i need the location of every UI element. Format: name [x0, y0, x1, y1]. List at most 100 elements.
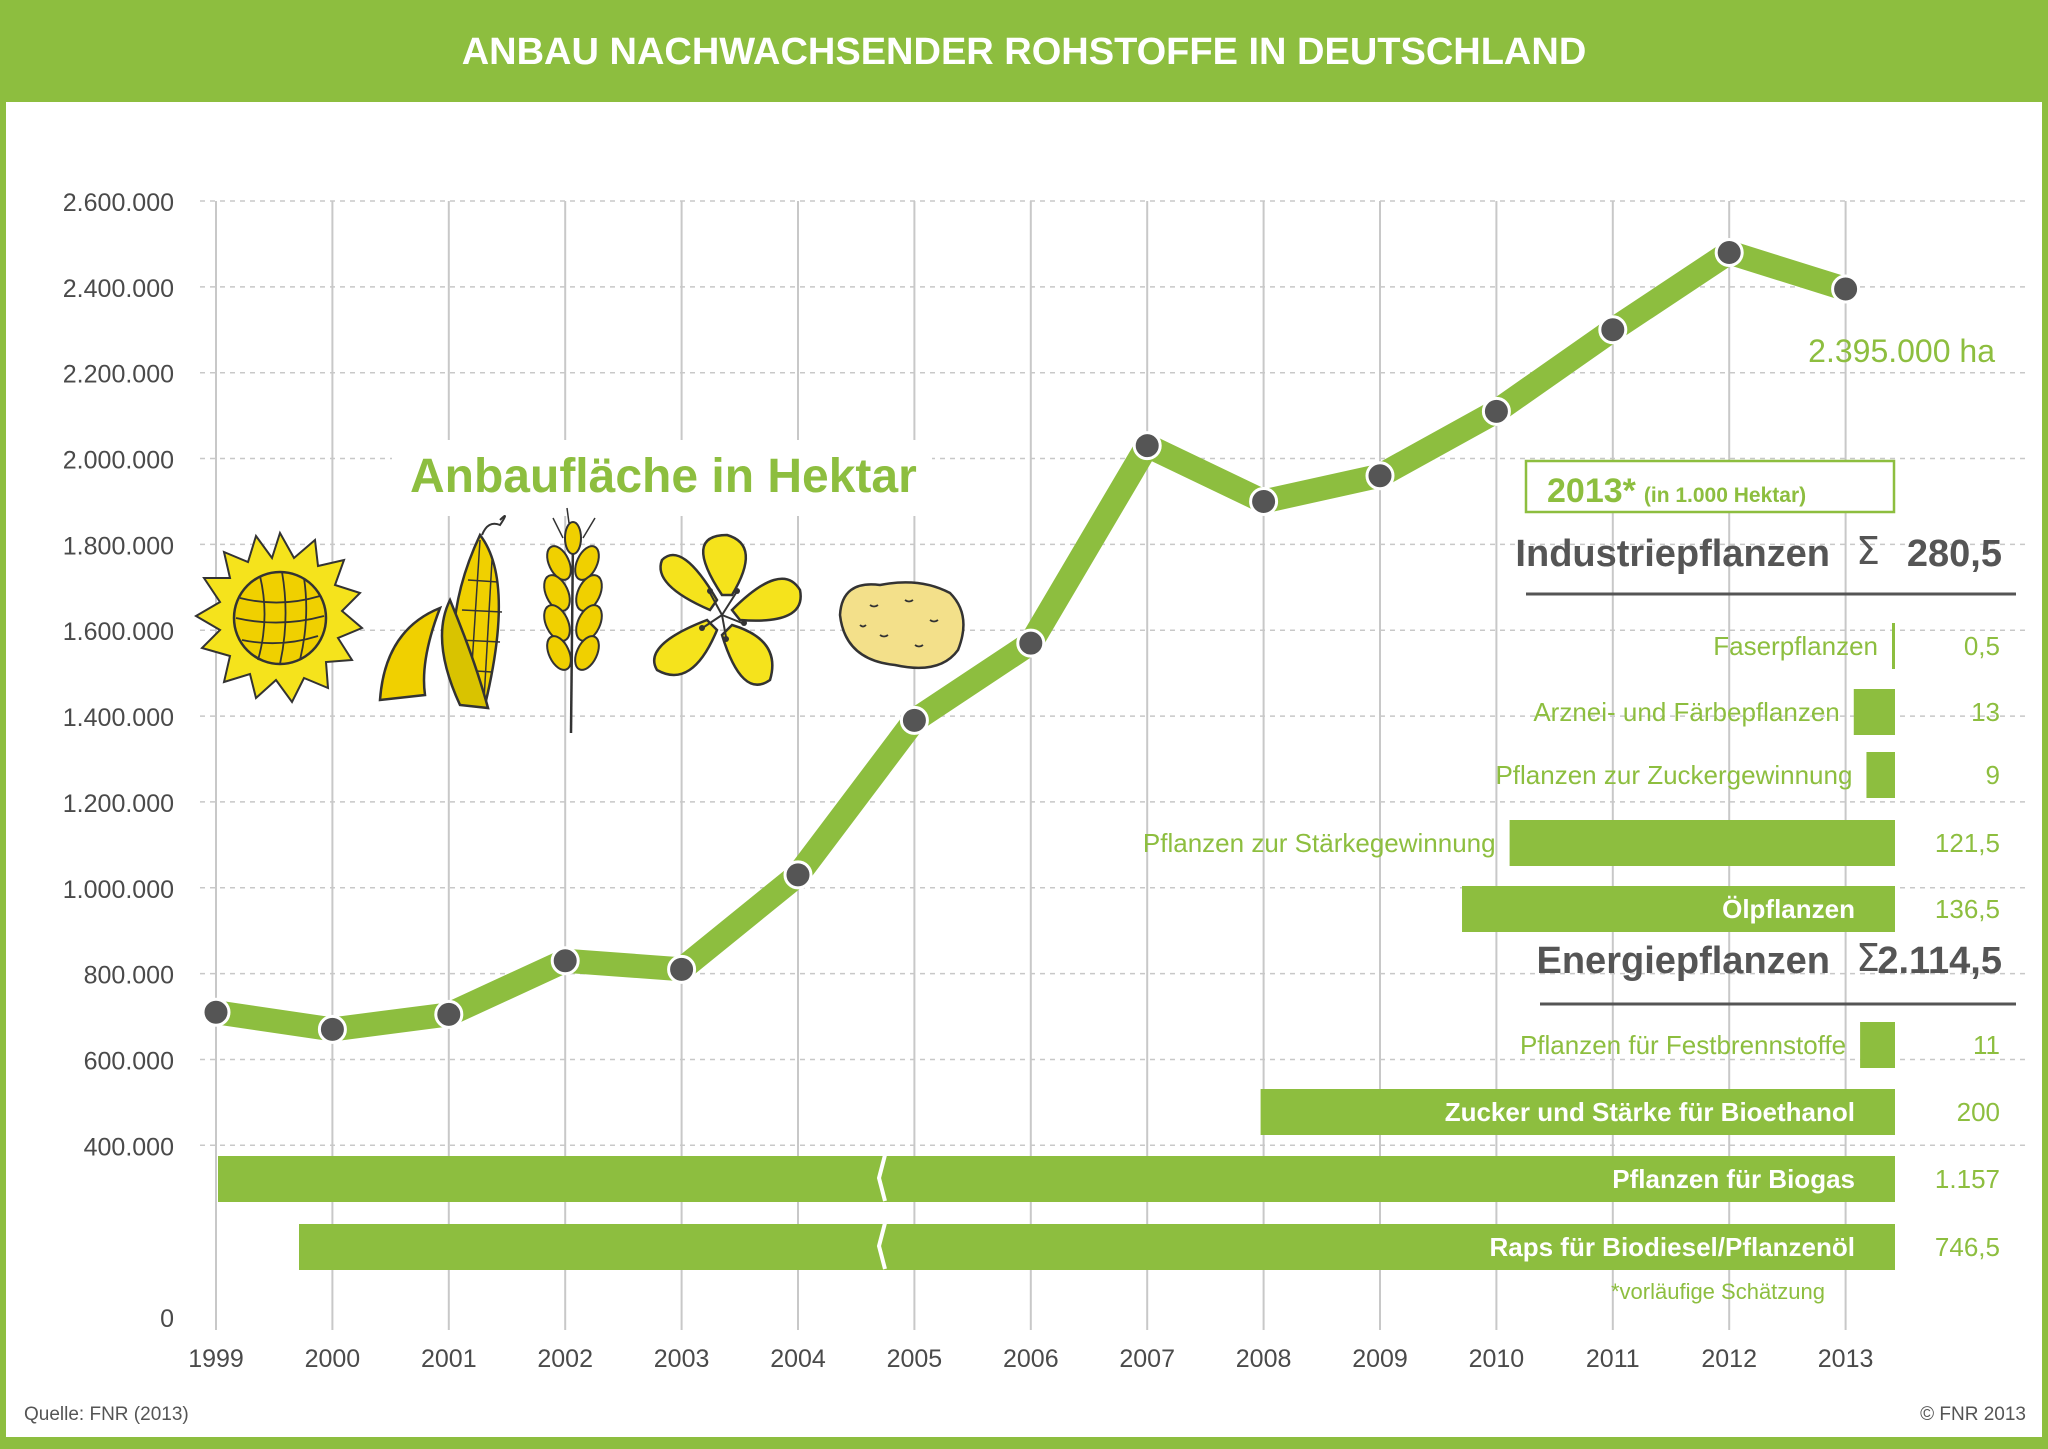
bar-label: Zucker und Stärke für Bioethanol [1445, 1097, 1855, 1127]
x-tick-label: 2012 [1701, 1345, 1757, 1373]
x-tick-label: 2010 [1469, 1345, 1525, 1373]
bar-label: Faserpflanzen [1713, 631, 1878, 661]
breakdown-bar [1892, 623, 1895, 669]
x-tick-label: 1999 [188, 1345, 244, 1373]
end-value-label: 2.395.000 ha [1808, 333, 1995, 369]
bar-value: 121,5 [1935, 828, 2000, 858]
rapeseed-flower-icon [652, 533, 802, 686]
breakdown-bars: Industriepflanzen Σ 280,5 Faserpflanzen 0,5 A… [218, 529, 2016, 1270]
x-tick-label: 2006 [1003, 1345, 1059, 1373]
bar-value: 746,5 [1935, 1232, 2000, 1262]
breakdown-bar [1260, 1089, 1895, 1135]
bar-value: 13 [1971, 697, 2000, 727]
corn-cob-icon [378, 515, 506, 710]
data-point [783, 860, 813, 890]
breakdown-bar [1462, 886, 1895, 932]
group-heading: Energiepflanzen [1537, 940, 1831, 982]
axis-break-mark [876, 1222, 887, 1270]
wheat-ear-icon [543, 507, 603, 734]
sum-symbol: Σ [1856, 936, 1880, 980]
breakdown-bar [218, 1156, 1895, 1202]
y-tick-label: 400.000 [84, 1133, 174, 1161]
data-point [1132, 431, 1162, 461]
data-point [1714, 238, 1744, 268]
grid [200, 200, 2026, 1330]
y-tick-label: 1.000.000 [63, 876, 174, 904]
bar-label: Pflanzen für Biogas [1612, 1164, 1855, 1194]
data-point [201, 997, 231, 1027]
panel-year: 2013* (in 1.000 Hektar) [1547, 472, 1806, 510]
y-tick-label: 0 [160, 1305, 174, 1333]
x-axis: 1999 2000 2001 2002 2003 2004 2005 2006 2007 2008… [188, 1345, 1873, 1373]
axis-break-mark [876, 1154, 887, 1202]
x-tick-label: 2004 [770, 1345, 826, 1373]
breakdown-bar [1860, 1022, 1895, 1068]
x-tick-label: 2011 [1586, 1345, 1640, 1373]
panel-unit: (in 1.000 Hektar) [1644, 484, 1806, 507]
frame-left [0, 0, 6, 1449]
chart-title: Anbaufläche in Hektar [410, 450, 917, 503]
group-sum: 280,5 [1907, 533, 2002, 575]
bar-label: Pflanzen für Festbrennstoffe [1520, 1030, 1846, 1060]
y-tick-label: 2.000.000 [63, 447, 174, 475]
bar-label: Pflanzen zur Zuckergewinnung [1495, 760, 1852, 790]
bar-label: Ölpflanzen [1722, 894, 1855, 924]
data-point [1016, 628, 1046, 658]
sum-symbol: Σ [1856, 529, 1880, 573]
data-point [1598, 315, 1628, 345]
y-tick-label: 2.200.000 [63, 361, 174, 389]
x-tick-label: 2001 [421, 1345, 477, 1373]
group-heading: Industriepflanzen [1515, 533, 1830, 575]
x-tick-label: 2013 [1818, 1345, 1874, 1373]
potato-icon [838, 581, 965, 670]
y-tick-label: 1.200.000 [63, 790, 174, 818]
breakdown-bar [1853, 689, 1895, 735]
x-tick-label: 2002 [537, 1345, 593, 1373]
data-point [899, 705, 929, 735]
footnote: *vorläufige Schätzung [1611, 1279, 1825, 1304]
frame-bottom [0, 1437, 2048, 1449]
x-tick-label: 2000 [305, 1345, 361, 1373]
panel-year-box [1524, 459, 1896, 514]
breakdown-bar [1509, 820, 1895, 866]
y-tick-label: 1.400.000 [63, 704, 174, 732]
bar-value: 0,5 [1964, 631, 2000, 661]
y-tick-label: 600.000 [84, 1047, 174, 1075]
bar-value: 11 [1973, 1030, 2000, 1060]
y-tick-label: 1.600.000 [63, 618, 174, 646]
data-point [667, 954, 697, 984]
chart-title-backdrop [392, 440, 932, 516]
data-point [1481, 396, 1511, 426]
bar-value: 9 [1986, 760, 2000, 790]
y-tick-label: 2.400.000 [63, 275, 174, 303]
title-bar [0, 0, 2048, 102]
data-point [550, 946, 580, 976]
source-note: Quelle: FNR (2013) [24, 1404, 189, 1425]
bar-value: 200 [1957, 1097, 2000, 1127]
line-points [201, 238, 1861, 1044]
y-tick-label: 800.000 [84, 962, 174, 990]
x-tick-label: 2007 [1119, 1345, 1175, 1373]
sunflower-icon [194, 530, 364, 704]
breakdown-bar [1866, 752, 1895, 798]
breakdown-bar [299, 1224, 1895, 1270]
x-tick-label: 2003 [654, 1345, 710, 1373]
copyright-note: © FNR 2013 [1920, 1404, 2026, 1425]
frame-right [2042, 0, 2048, 1449]
data-point [1831, 274, 1861, 304]
y-tick-label: 2.600.000 [63, 189, 174, 217]
panel-year-label: 2013* [1547, 472, 1637, 510]
data-point [1249, 486, 1279, 516]
data-point [434, 999, 464, 1029]
bar-label: Arznei- und Färbepflanzen [1533, 697, 1839, 727]
x-tick-label: 2009 [1352, 1345, 1408, 1373]
group-sum: 2.114,5 [1877, 940, 2002, 982]
bar-label: Raps für Biodiesel/Pflanzenöl [1489, 1232, 1855, 1262]
y-tick-label: 1.800.000 [63, 532, 174, 560]
y-axis: 0 400.000 600.000 800.000 1.000.000 1.200.000… [63, 189, 174, 1333]
bar-value: 136,5 [1935, 894, 2000, 924]
bar-label: Pflanzen zur Stärkegewinnung [1143, 828, 1496, 858]
x-tick-label: 2008 [1236, 1345, 1292, 1373]
